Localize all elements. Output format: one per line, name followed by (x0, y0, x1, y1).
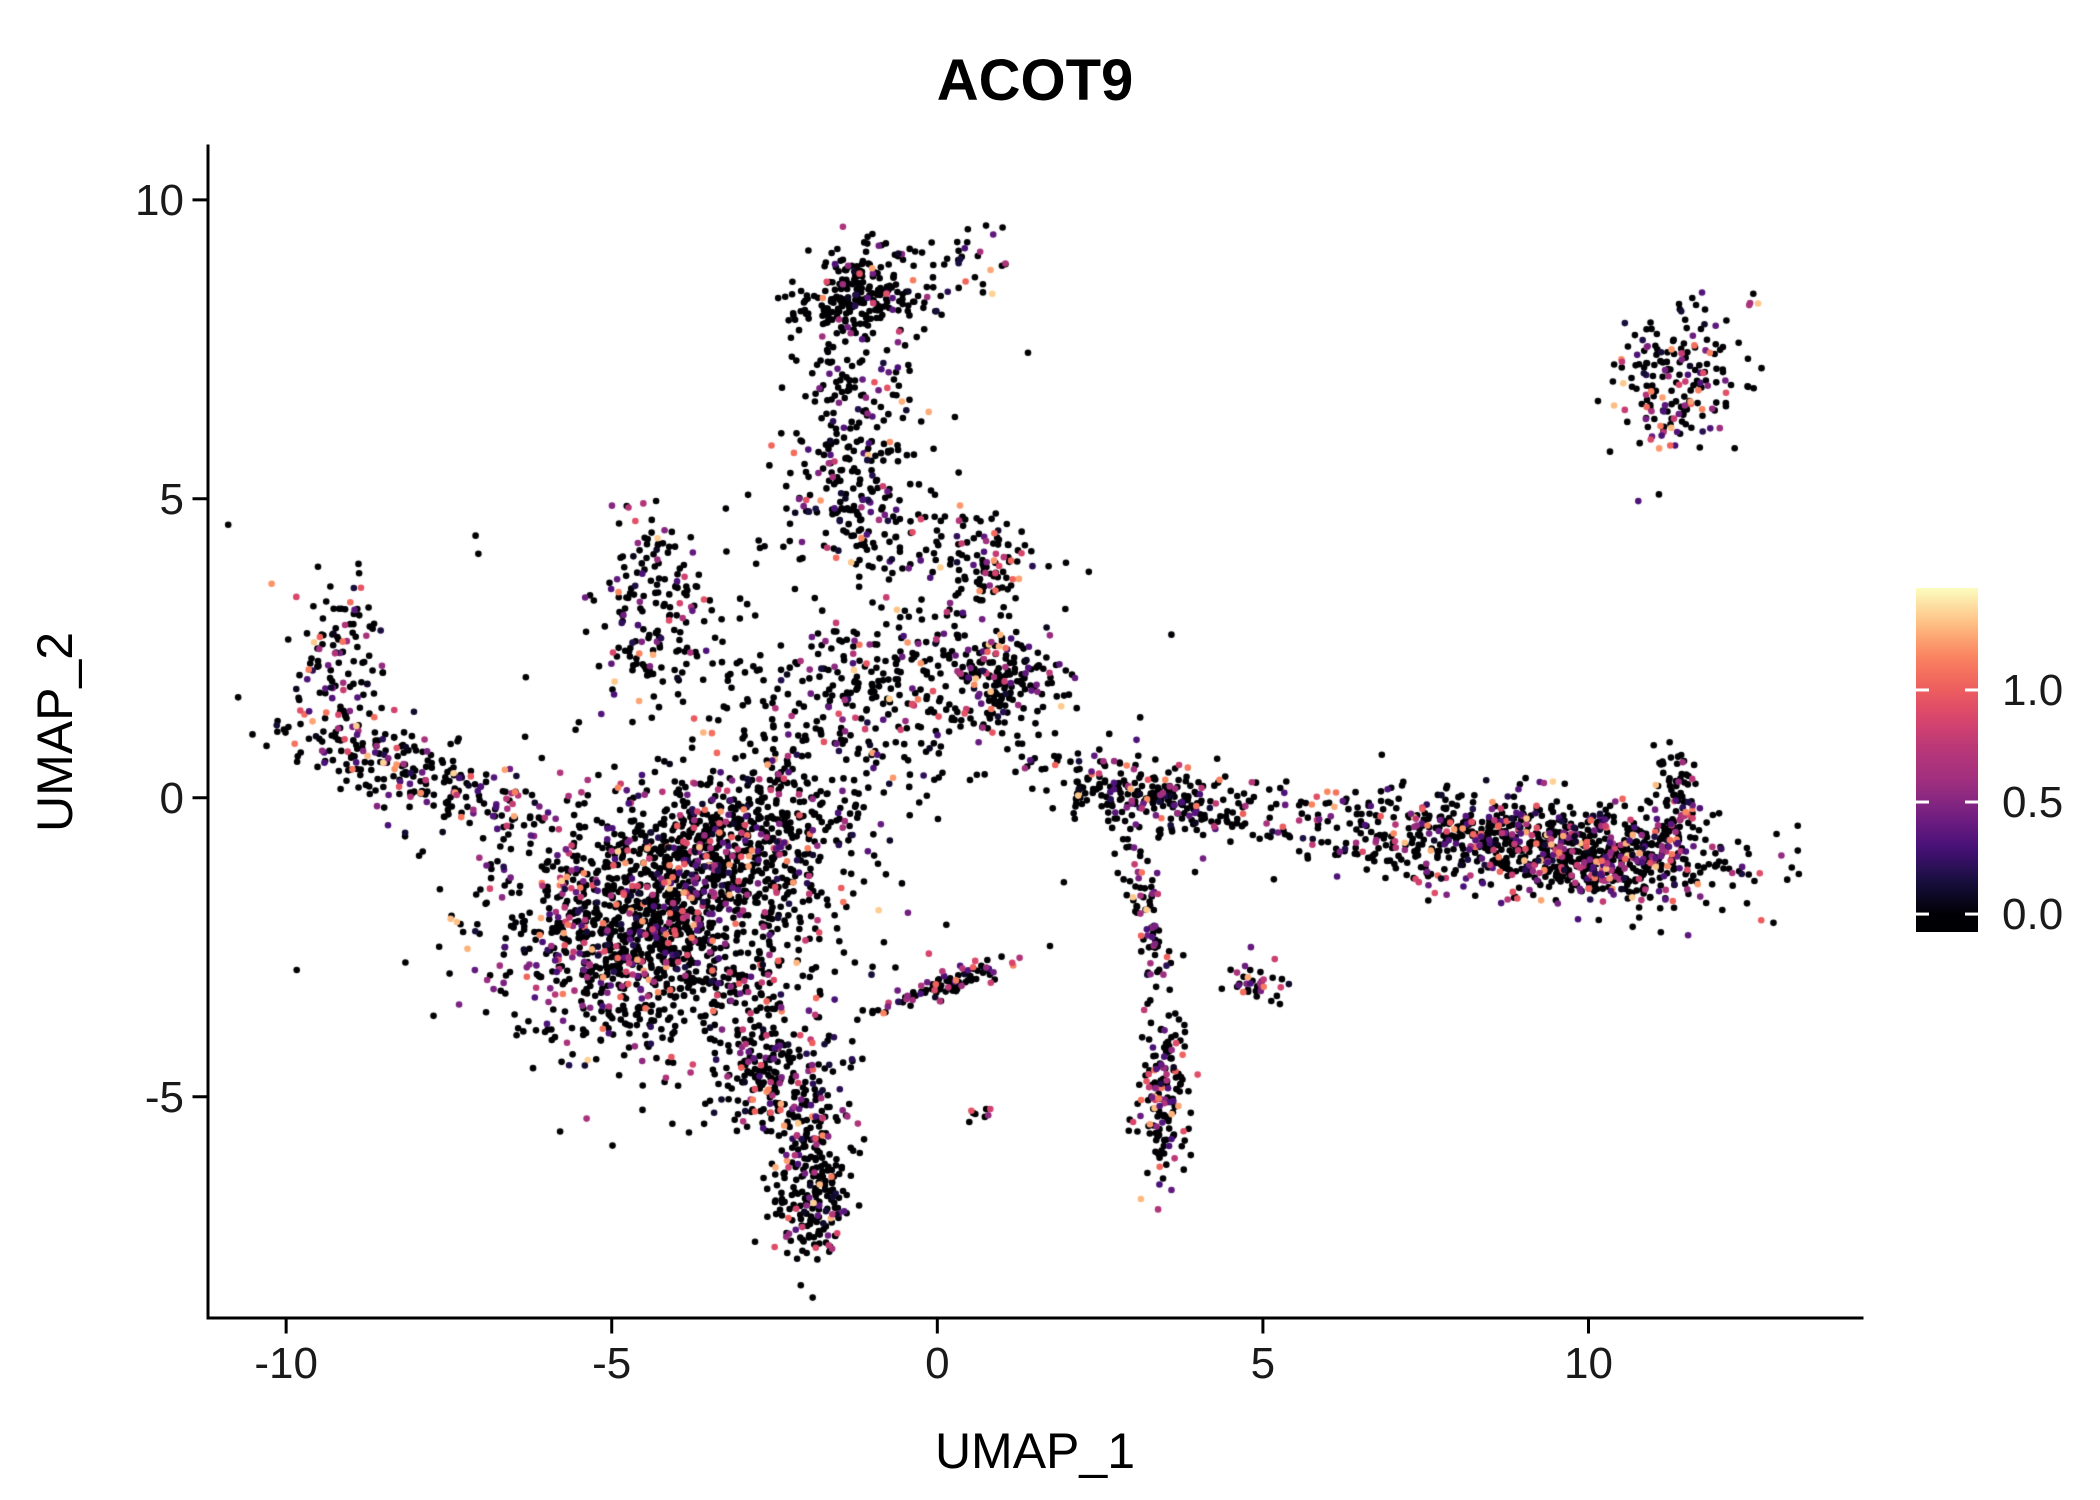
x-tick-label: 5 (1251, 1339, 1275, 1388)
x-tick-label: 0 (925, 1339, 949, 1388)
colorbar (1916, 588, 1978, 932)
y-tick-label: 10 (135, 176, 184, 225)
x-tick-label: 10 (1564, 1339, 1613, 1388)
colorbar-tick-label: 0.5 (2002, 778, 2063, 827)
y-tick-label: 0 (160, 774, 184, 823)
y-tick-label: -5 (145, 1073, 184, 1122)
colorbar-tick-label: 0.0 (2002, 890, 2063, 939)
colorbar-ticks: 1.0 0.5 0.0 (1916, 666, 2063, 939)
y-axis-ticks: 10 5 0 -5 (135, 176, 210, 1122)
x-axis-ticks: -10 -5 0 5 10 (254, 1316, 1613, 1388)
colorbar-tick-label: 1.0 (2002, 666, 2063, 715)
x-tick-label: -10 (254, 1339, 318, 1388)
x-tick-label: -5 (592, 1339, 631, 1388)
x-axis-label: UMAP_1 (935, 1423, 1135, 1479)
y-tick-label: 5 (160, 475, 184, 524)
y-axis-label: UMAP_2 (27, 632, 83, 832)
plot-title: ACOT9 (937, 48, 1134, 113)
